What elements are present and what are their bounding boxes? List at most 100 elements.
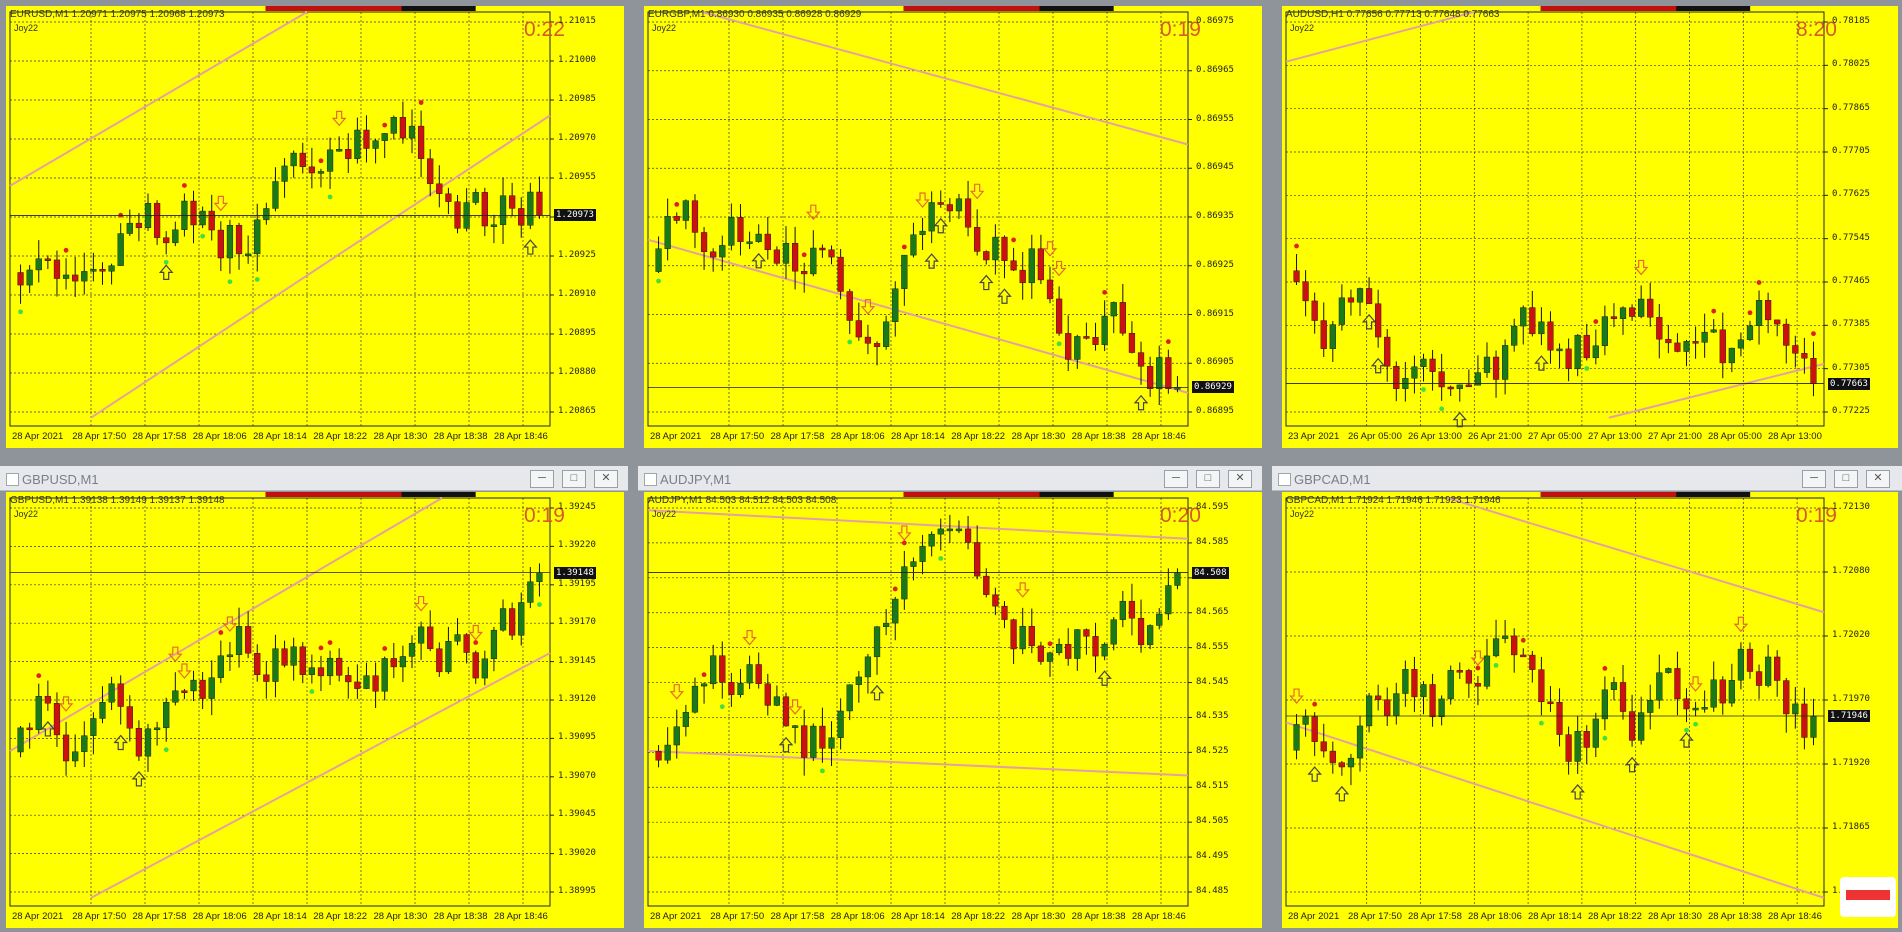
candle-bearish: [855, 320, 862, 338]
candle-bullish: [773, 696, 781, 706]
candle-bearish: [1656, 317, 1663, 340]
window-titlebar-gbpusd[interactable]: GBPUSD,M1 ─ □ ✕: [0, 466, 628, 491]
plot-frame: [647, 11, 1189, 427]
minimize-button[interactable]: ─: [1164, 470, 1188, 488]
price-axis-label: 84.495: [1196, 851, 1229, 862]
symbol-line: AUDJPY,M1 84.503 84.512 84.503 84.508: [648, 495, 837, 506]
chart-window-icon: [1278, 473, 1291, 486]
signal-dot: [1747, 310, 1753, 316]
signal-dot: [938, 556, 944, 561]
signal-dot: [1312, 701, 1318, 707]
candle-bearish: [208, 210, 215, 231]
candle-bearish: [72, 274, 79, 282]
candle-bullish: [481, 658, 488, 679]
candle-bearish: [336, 657, 343, 676]
candle-bearish: [1393, 366, 1400, 389]
close-button[interactable]: ✕: [1228, 470, 1252, 488]
window-titlebar-gbpcad[interactable]: GBPCAD,M1 ─ □ ✕: [1272, 466, 1902, 491]
candlestick-chart[interactable]: [644, 6, 1262, 448]
minimize-button[interactable]: ─: [530, 470, 554, 488]
candle-bearish: [1119, 302, 1126, 334]
progress-strip-fill: [1540, 6, 1677, 11]
chart-eurusd[interactable]: EURUSD,M1 1.20971 1.20975 1.20968 1.2097…: [6, 6, 624, 448]
candle-bullish: [782, 242, 790, 264]
chart-gbpcad[interactable]: GBPCAD,M1 1.71924 1.71946 1.71923 1.7194…: [1282, 492, 1898, 928]
signal-dot: [1584, 366, 1590, 371]
candle-bullish: [655, 248, 662, 272]
candle-bullish: [955, 198, 963, 212]
price-axis-label: 1.20955: [558, 172, 596, 182]
candlestick-chart[interactable]: [6, 6, 624, 448]
candle-bearish: [719, 655, 726, 683]
signal-dot: [36, 673, 42, 679]
sell-arrow-icon: [897, 525, 912, 541]
candle-bullish: [883, 622, 890, 627]
current-price-badge: 1.71946: [1828, 709, 1870, 722]
buy-arrow-icon: [751, 252, 766, 269]
candlestick-chart[interactable]: [644, 492, 1262, 928]
symbol-line: GBPUSD,M1 1.39138 1.39149 1.39137 1.3914…: [10, 495, 225, 506]
candle-bearish: [17, 272, 24, 286]
candle-bullish: [1110, 302, 1117, 317]
price-axis-label: 1.72130: [1832, 502, 1870, 512]
candle-bearish: [1311, 300, 1318, 321]
candle-bullish: [336, 149, 343, 152]
candle-bearish: [153, 202, 161, 238]
candle-bullish: [490, 629, 498, 659]
subscribe-badge[interactable]: [1840, 877, 1896, 917]
candle-bearish: [1628, 307, 1636, 317]
candle-bullish: [1511, 325, 1518, 346]
time-axis-label: 28 Apr 18:46: [1768, 911, 1822, 922]
window-titlebar-audjpy[interactable]: AUDJPY,M1 ─ □ ✕: [638, 466, 1262, 491]
candle-bullish: [1810, 715, 1817, 738]
signal-dot: [1538, 720, 1544, 726]
candle-bearish: [509, 608, 516, 636]
candle-bullish: [108, 683, 115, 703]
bar-timer: 0:19: [1796, 504, 1837, 527]
chart-gbpusd[interactable]: GBPUSD,M1 1.39138 1.39149 1.39137 1.3914…: [6, 492, 624, 928]
candle-bullish: [1710, 679, 1717, 708]
minimize-button[interactable]: ─: [1802, 470, 1826, 488]
candle-bearish: [1556, 702, 1563, 735]
candle-bullish: [873, 626, 881, 658]
close-button[interactable]: ✕: [594, 470, 618, 488]
time-axis-label: 28 Apr 18:38: [433, 911, 488, 922]
trend-line: [9, 11, 308, 187]
signal-dot: [1520, 637, 1526, 643]
chart-audjpy[interactable]: AUDJPY,M1 84.503 84.512 84.503 84.508 Jo…: [644, 492, 1262, 928]
candle-bearish: [1538, 669, 1545, 703]
candlestick-chart[interactable]: [1282, 6, 1898, 448]
chart-audusd[interactable]: AUDUSD,H1 0.77656 0.77713 0.77648 0.7766…: [1282, 6, 1898, 448]
candle-bearish: [281, 648, 288, 666]
price-axis-label: 84.515: [1196, 781, 1229, 792]
price-axis-label: 0.86965: [1196, 64, 1234, 75]
maximize-button[interactable]: □: [1834, 470, 1858, 488]
candlestick-chart[interactable]: [1282, 492, 1898, 928]
candlestick-chart[interactable]: [6, 492, 624, 928]
candle-bearish: [436, 648, 443, 673]
candle-bearish: [700, 232, 708, 253]
candle-bullish: [1329, 324, 1336, 349]
candle-bearish: [1765, 300, 1772, 321]
candle-bearish: [1147, 366, 1154, 390]
buy-arrow-icon: [113, 734, 128, 751]
time-axis-label: 28 Apr 18:46: [493, 911, 548, 922]
time-axis-label: 28 Apr 13:00: [1768, 431, 1822, 442]
candle-bearish: [126, 706, 133, 729]
candle-bearish: [791, 242, 799, 272]
sell-arrow-icon: [860, 299, 876, 315]
maximize-button[interactable]: □: [562, 470, 586, 488]
candle-bearish: [828, 249, 835, 258]
sell-arrow-icon: [331, 110, 347, 127]
maximize-button[interactable]: □: [1196, 470, 1220, 488]
candle-bullish: [272, 181, 279, 209]
candle-bearish: [99, 268, 106, 272]
price-axis-label: 0.77545: [1832, 232, 1870, 243]
close-button[interactable]: ✕: [1866, 470, 1890, 488]
candle-bearish: [1529, 307, 1536, 335]
candle-bearish: [946, 204, 953, 212]
time-axis-label: 28 Apr 2021: [12, 431, 64, 442]
chart-eurgbp[interactable]: EURGBP,M1 0.86930 0.86935 0.86928 0.8692…: [644, 6, 1262, 448]
candle-bearish: [1456, 670, 1463, 673]
signal-dot: [382, 122, 388, 128]
